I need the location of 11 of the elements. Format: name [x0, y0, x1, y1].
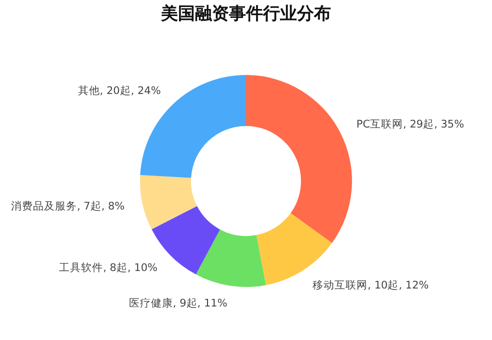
slice-label: 医疗健康, 9起, 11%: [128, 296, 228, 310]
donut-slice: [246, 75, 352, 243]
chart-title: 美国融资事件行业分布: [160, 4, 331, 24]
slice-label: 工具软件, 8起, 10%: [59, 262, 158, 274]
donut-slice: [140, 75, 246, 178]
slice-label: 其他, 20起, 24%: [78, 84, 161, 97]
slice-label: 移动互联网, 10起, 12%: [312, 280, 429, 292]
donut-slice: [140, 174, 198, 230]
slice-label: PC互联网, 29起, 35%: [356, 118, 464, 130]
slice-label: 消费品及服务, 7起, 8%: [10, 200, 125, 213]
donut-slice: [196, 229, 266, 287]
